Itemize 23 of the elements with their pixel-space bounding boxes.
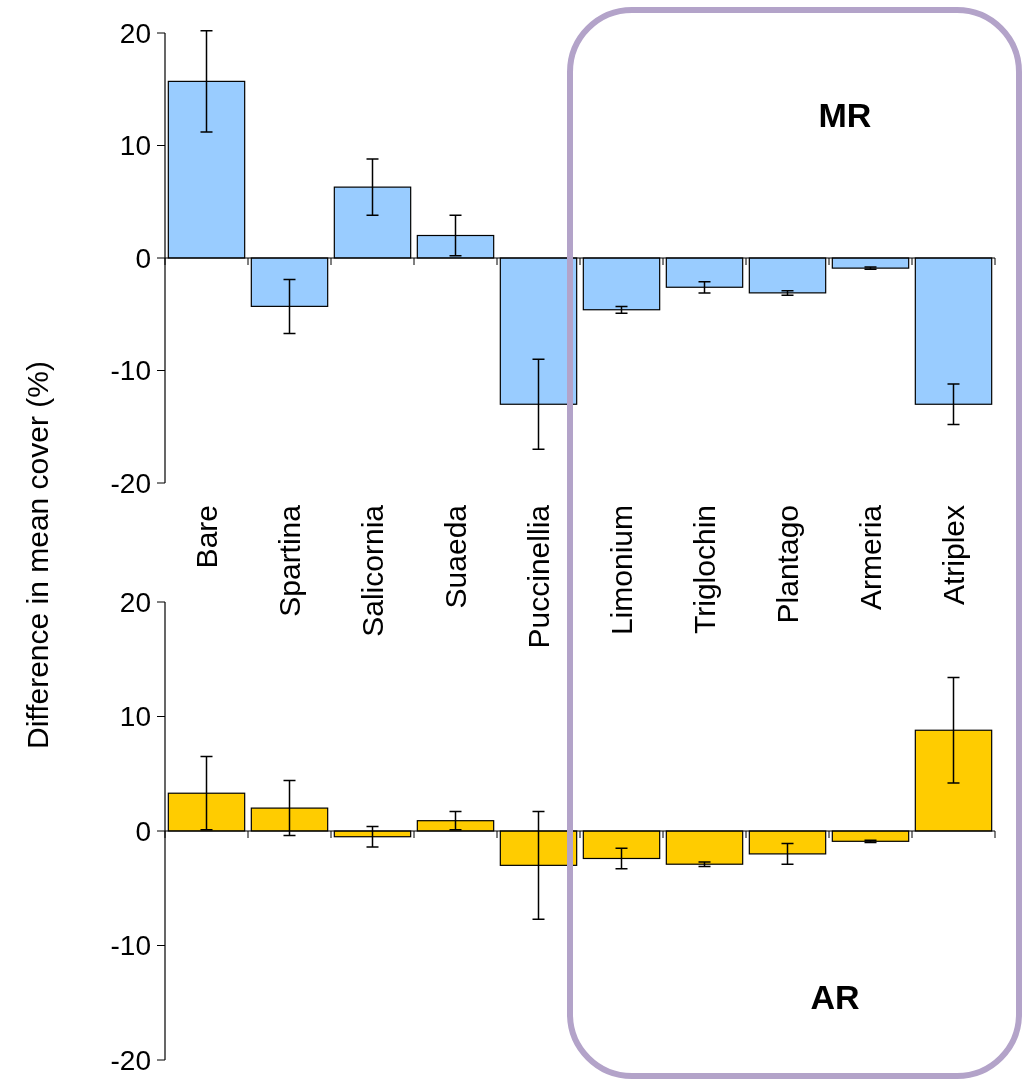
x-tick-label: Bare [189,505,223,569]
y-tick-label: 0 [135,242,151,274]
x-tick-label: Triglochin [687,505,721,634]
annotation: MR [818,95,872,134]
x-tick-label: Puccinellia [521,504,555,649]
x-tick-label: Armeria [853,504,887,611]
x-tick-label: Plantago [770,505,804,624]
x-tick-label: Atriplex [936,505,970,606]
y-tick-label: -20 [110,467,151,499]
y-tick-label: -20 [110,1044,151,1076]
y-tick-label: 10 [119,130,151,162]
y-tick-label: -10 [110,355,151,387]
y-tick-label: 0 [135,815,151,847]
y-tick-label: 20 [119,17,151,49]
y-axis-title: Difference in mean cover (%) [21,361,54,749]
y-tick-label: -10 [110,930,151,962]
x-tick-label: Salicornia [355,504,389,637]
annotation: AR [810,977,860,1016]
y-tick-label: 10 [119,701,151,733]
x-tick-label: Limonium [604,505,638,636]
x-tick-label: Spartina [272,504,306,617]
x-tick-label: Suaeda [438,504,472,609]
y-tick-label: 20 [119,586,151,618]
